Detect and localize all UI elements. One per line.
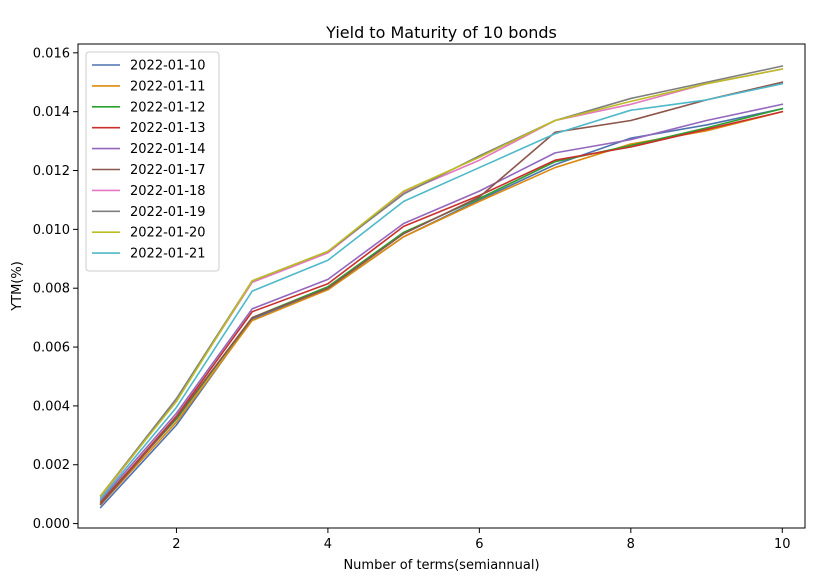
legend-entry: 2022-01-13	[130, 121, 206, 136]
x-axis-label: Number of terms(semiannual)	[343, 558, 539, 573]
series-line-2022-01-21	[99, 82, 784, 500]
legend-entry: 2022-01-19	[130, 205, 206, 220]
legend-entry: 2022-01-18	[130, 184, 206, 199]
series-line-2022-01-17	[99, 81, 784, 506]
y-tick-label: 0.014	[33, 105, 70, 120]
axes-frame	[77, 43, 806, 529]
chart-title: Yield to Maturity of 10 bonds	[325, 23, 557, 42]
legend: 2022-01-10 2022-01-11 2022-01-12 2022-01-13…	[85, 51, 220, 272]
legend-entry: 2022-01-12	[130, 100, 206, 115]
legend-entry: 2022-01-21	[130, 247, 206, 262]
y-tick-label: 0.006	[33, 341, 70, 356]
y-axis-label: YTM(%)	[10, 261, 25, 312]
plot-area	[99, 65, 784, 509]
y-tick-label: 0.002	[33, 458, 70, 473]
y-tick-label: 0.004	[33, 399, 70, 414]
legend-entry: 2022-01-17	[130, 163, 206, 178]
x-tick-label: 4	[324, 537, 332, 552]
y-tick-label: 0.010	[33, 223, 70, 238]
y-tick-label: 0.016	[33, 46, 70, 61]
x-tick-label: 2	[172, 537, 180, 552]
y-tick-label: 0.000	[33, 517, 70, 532]
x-tick-label: 10	[774, 537, 791, 552]
y-axis: 0.000 0.002 0.004 0.006 0.008 0.010 0.012 0.014…	[33, 46, 78, 532]
y-tick-label: 0.008	[33, 282, 70, 297]
legend-entry: 2022-01-10	[130, 59, 206, 74]
legend-entry: 2022-01-14	[130, 142, 206, 157]
legend-entry: 2022-01-11	[130, 79, 206, 94]
series-line-2022-01-14	[99, 103, 784, 502]
y-tick-label: 0.012	[33, 164, 70, 179]
x-axis: 2 4 6 8 10	[172, 528, 791, 552]
x-tick-label: 8	[627, 537, 635, 552]
series-line-2022-01-20	[99, 68, 784, 497]
series-line-2022-01-13	[99, 110, 784, 505]
x-tick-label: 6	[475, 537, 483, 552]
legend-entry: 2022-01-20	[130, 226, 206, 241]
